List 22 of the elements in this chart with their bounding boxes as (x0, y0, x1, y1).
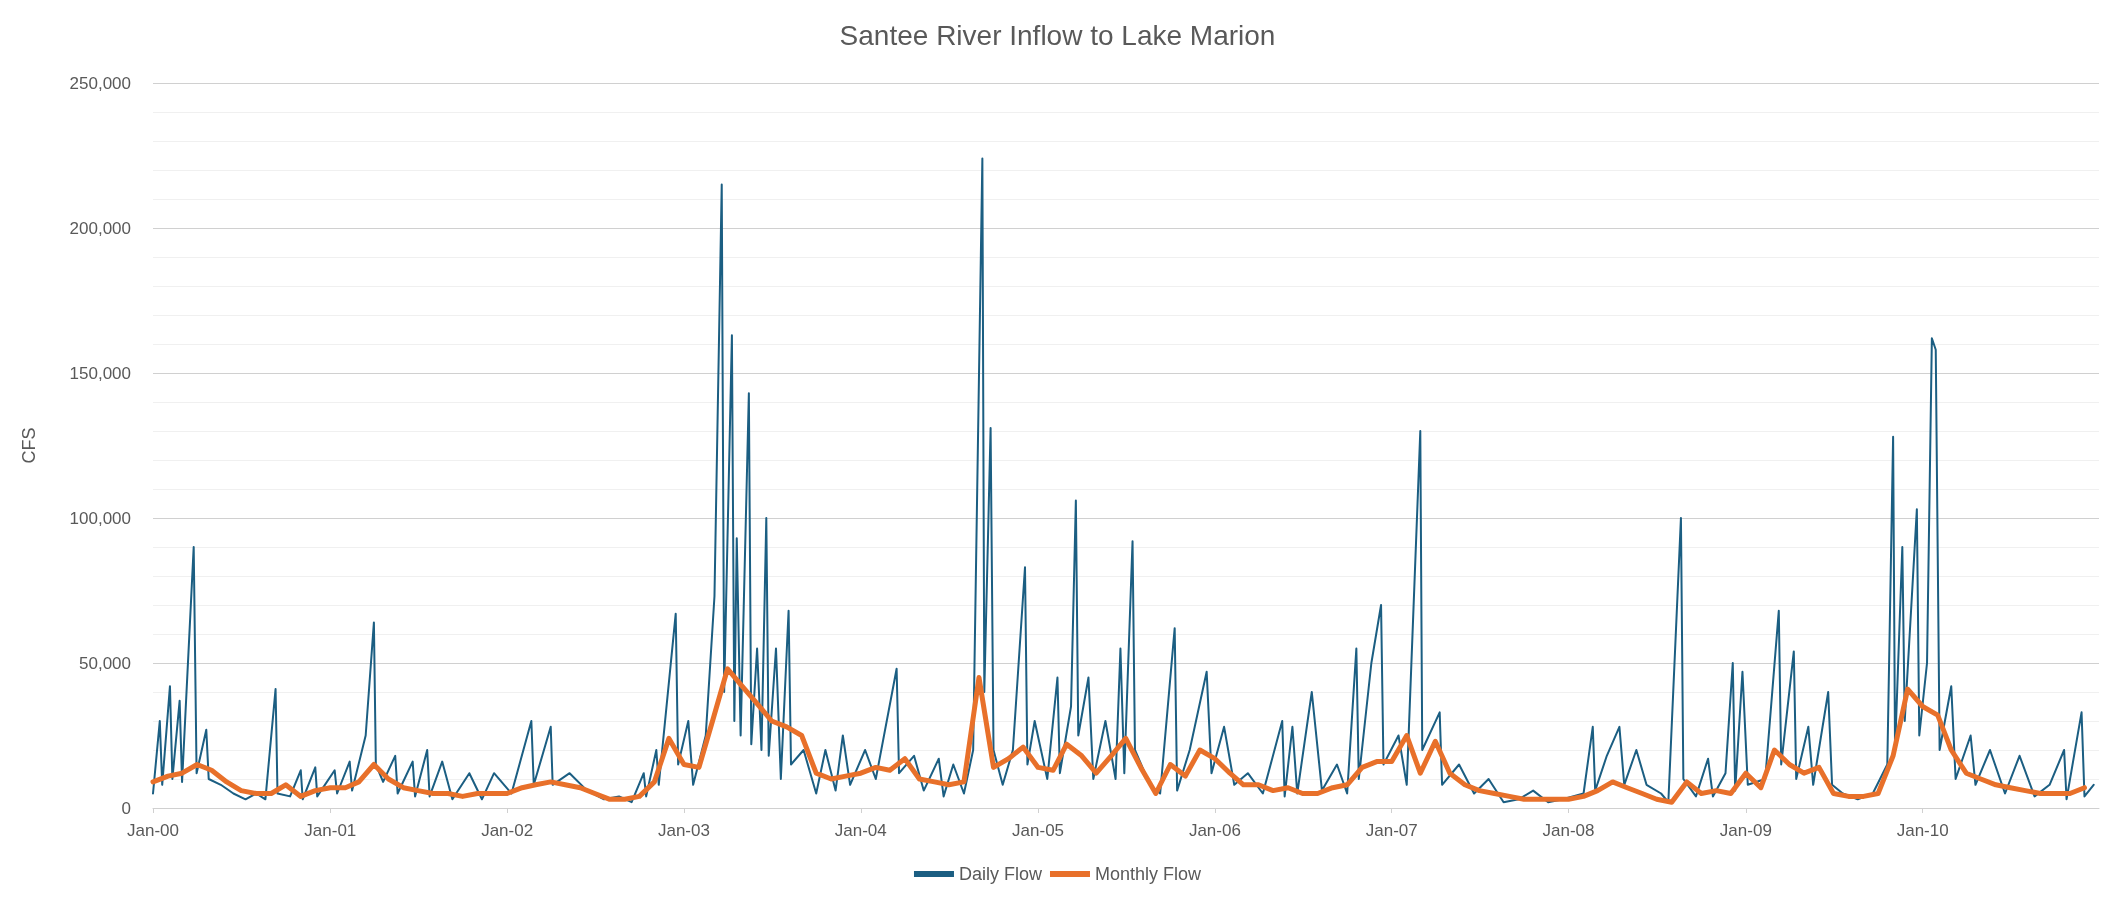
x-tick-label: Jan-02 (481, 821, 534, 840)
x-tick-label: Jan-10 (1896, 821, 1949, 840)
x-tick-label: Jan-01 (304, 821, 357, 840)
x-tick-label: Jan-09 (1719, 821, 1772, 840)
x-tick-label: Jan-08 (1542, 821, 1595, 840)
x-tick-label: Jan-04 (834, 821, 887, 840)
y-tick-label: 0 (121, 798, 131, 818)
legend-label: Daily Flow (958, 864, 1043, 884)
x-tick-label: Jan-07 (1365, 821, 1418, 840)
chart-title: Santee River Inflow to Lake Marion (839, 19, 1276, 51)
y-tick-label: 100,000 (69, 508, 131, 528)
x-tick-label: Jan-05 (1012, 821, 1065, 840)
y-tick-label: 200,000 (69, 218, 131, 238)
x-tick-label: Jan-00 (127, 821, 179, 840)
y-tick-label: 150,000 (69, 363, 131, 383)
y-tick-label: 250,000 (69, 73, 131, 93)
y-tick-label: 50,000 (79, 653, 131, 673)
legend-label: Monthly Flow (1094, 864, 1203, 884)
y-axis-title: CFS (19, 427, 39, 464)
x-tick-label: Jan-06 (1188, 821, 1241, 840)
x-tick-label: Jan-03 (657, 821, 710, 840)
line-series (152, 157, 2095, 804)
